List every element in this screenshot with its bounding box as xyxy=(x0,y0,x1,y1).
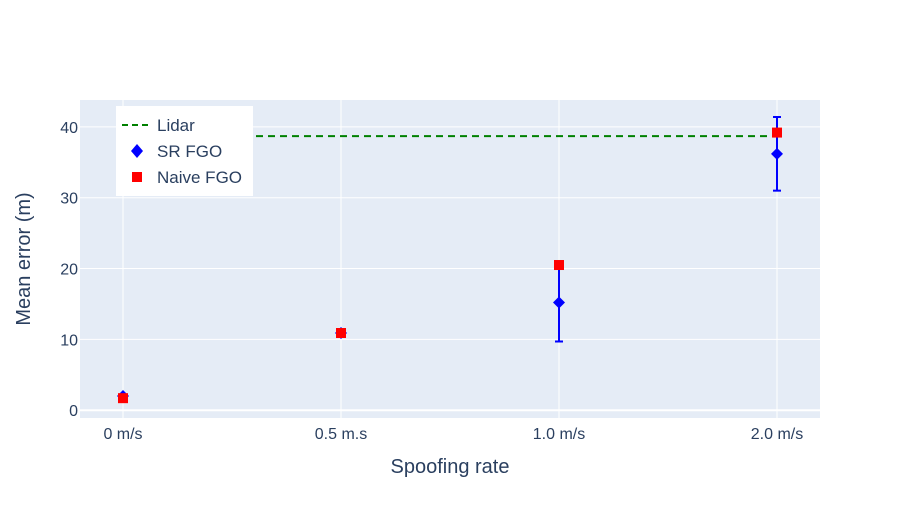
sr-fgo-point xyxy=(553,296,565,309)
naive-fgo-point xyxy=(554,260,564,271)
legend-label-naive-fgo: Naive FGO xyxy=(157,168,242,187)
naive-fgo-point xyxy=(772,127,782,138)
legend-swatch-naive-fgo xyxy=(132,172,142,182)
legend-item-naive-fgo: Naive FGO xyxy=(132,168,242,187)
x-tick-labels: 0 m/s 0.5 m.s 1.0 m/s 2.0 m/s xyxy=(103,426,803,443)
naive-fgo-point xyxy=(336,328,346,339)
y-tick-labels: 0 10 20 30 40 xyxy=(60,120,78,420)
legend-item-lidar: Lidar xyxy=(122,116,195,135)
y-tick-label: 0 xyxy=(69,403,78,420)
x-axis-title: Spoofing rate xyxy=(391,456,510,478)
sr-fgo-point xyxy=(771,147,783,160)
y-tick-label: 30 xyxy=(60,191,78,208)
y-axis-title: Mean error (m) xyxy=(13,192,35,325)
legend-label-lidar: Lidar xyxy=(157,116,195,135)
x-tick-label: 1.0 m/s xyxy=(533,426,585,443)
legend-label-sr-fgo: SR FGO xyxy=(157,142,222,161)
y-tick-label: 40 xyxy=(60,120,78,137)
legend-item-sr-fgo: SR FGO xyxy=(131,142,222,161)
x-tick-label: 0 m/s xyxy=(103,426,142,443)
legend-swatch-sr-fgo xyxy=(131,144,143,158)
y-tick-label: 20 xyxy=(60,262,78,279)
markers xyxy=(117,127,783,404)
naive-fgo-point xyxy=(118,393,128,404)
y-tick-label: 10 xyxy=(60,332,78,349)
legend: Lidar SR FGO Naive FGO xyxy=(116,106,253,196)
x-tick-label: 0.5 m.s xyxy=(315,426,367,443)
x-tick-label: 2.0 m/s xyxy=(751,426,803,443)
